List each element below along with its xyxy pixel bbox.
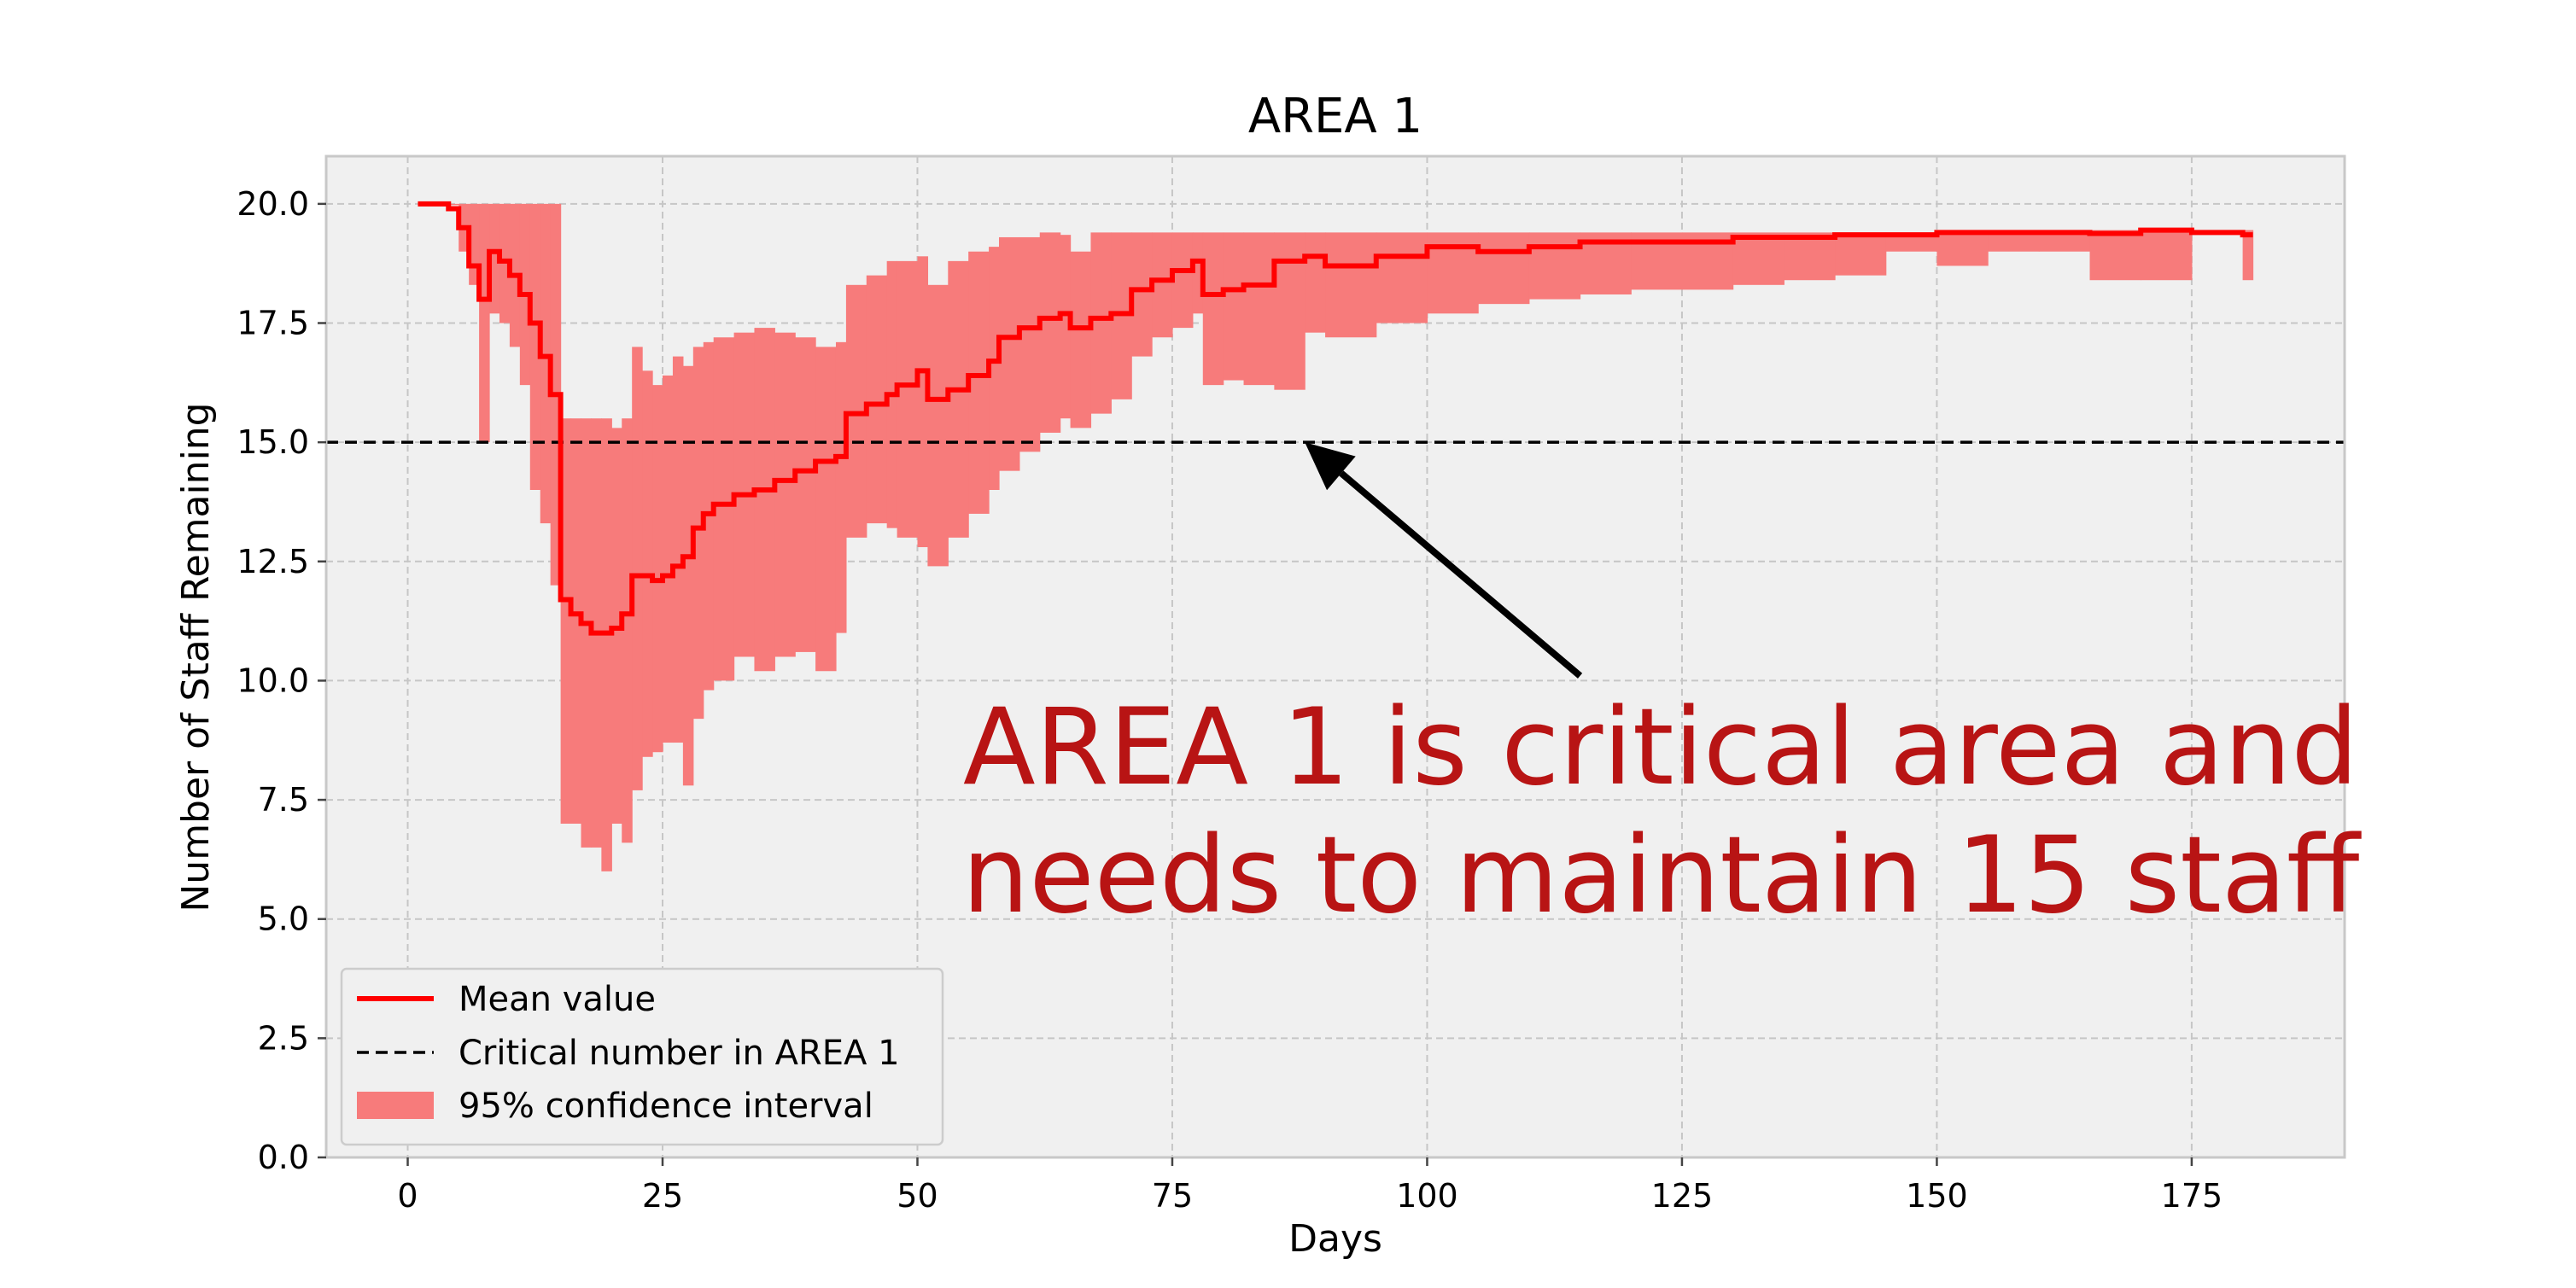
annotation: AREA 1 is critical area and needs to mai… <box>962 442 2362 937</box>
ci-bar <box>663 375 674 743</box>
chart-title: AREA 1 <box>1248 89 1422 144</box>
ci-bar <box>1243 232 1275 386</box>
y-tick-label: 0.0 <box>258 1139 309 1176</box>
ci-bar <box>774 332 796 657</box>
ci-bar <box>917 256 929 548</box>
ci-bar <box>815 347 837 672</box>
ci-bar <box>968 251 990 514</box>
annotation-line-1: AREA 1 is critical area and <box>963 686 2358 809</box>
annotation-arrow-head <box>1305 442 1356 491</box>
ci-bar <box>1202 232 1224 386</box>
ci-bar <box>622 418 633 843</box>
legend-ci-label: 95% confidence interval <box>459 1087 873 1126</box>
ci-bar <box>1478 232 1530 305</box>
legend-critical-label: Critical number in AREA 1 <box>459 1034 900 1073</box>
ci-bar <box>1988 232 2040 252</box>
ci-bar <box>489 203 500 314</box>
y-tick-label: 7.5 <box>258 781 309 819</box>
ci-bar <box>795 337 816 652</box>
ci-bar <box>1274 232 1306 390</box>
ci-bar <box>682 365 694 786</box>
legend: Mean value Critical number in AREA 1 95%… <box>340 967 944 1146</box>
ci-bar <box>2242 230 2254 281</box>
ci-bar <box>1060 235 1072 419</box>
ci-bar <box>2141 230 2193 281</box>
y-axis-label: Number of Staff Remaining <box>174 402 218 912</box>
legend-mean-label: Mean value <box>459 980 656 1019</box>
x-tick-label: 50 <box>897 1177 938 1215</box>
ci-bar <box>948 260 969 538</box>
ci-bar <box>632 347 643 790</box>
ci-bar <box>1019 236 1041 452</box>
annotation-line-2: needs to maintain 15 staff <box>962 814 2362 937</box>
ci-bar <box>581 418 593 848</box>
y-tick-label: 15.0 <box>237 423 309 461</box>
ci-bar <box>1835 232 1887 276</box>
y-tick-label: 12.5 <box>237 543 309 580</box>
ci-bar <box>1070 251 1092 428</box>
ci-bar <box>692 347 704 720</box>
x-tick-label: 175 <box>2161 1177 2223 1215</box>
x-axis-label: Days <box>1288 1217 1382 1261</box>
y-tick-label: 17.5 <box>237 305 309 342</box>
ci-bar <box>479 203 490 443</box>
ci-bar <box>601 418 612 871</box>
x-tick-label: 75 <box>1152 1177 1193 1215</box>
x-axis-ticks: 0 25 50 75 100 125 150 175 <box>397 1157 2223 1215</box>
ci-bar <box>989 247 1000 490</box>
ci-bar <box>1732 232 1785 285</box>
ci-bar <box>1784 232 1836 281</box>
ci-bar <box>835 341 847 633</box>
ci-bar <box>1376 232 1428 323</box>
y-tick-label: 2.5 <box>258 1019 309 1057</box>
ci-bar <box>1152 232 1173 338</box>
ci-bar <box>1528 232 1581 300</box>
mean-line <box>418 201 2253 636</box>
ci-bar <box>1325 232 1377 338</box>
ci-bar <box>1936 232 1989 266</box>
ci-bar <box>1090 232 1112 414</box>
x-tick-label: 0 <box>397 1177 418 1215</box>
legend-box <box>340 967 944 1146</box>
ci-bar <box>1131 232 1153 357</box>
x-tick-label: 25 <box>642 1177 683 1215</box>
y-axis-ticks: 0.0 2.5 5.0 7.5 10.0 12.5 15.0 17.5 20.0 <box>237 185 326 1176</box>
ci-bar <box>754 328 775 672</box>
ci-bar <box>448 203 459 206</box>
ci-bar <box>927 284 949 567</box>
ci-bar <box>866 275 888 524</box>
legend-ci-swatch <box>357 1092 434 1119</box>
x-tick-label: 100 <box>1396 1177 1458 1215</box>
ci-bar <box>1223 232 1245 381</box>
ci-bar <box>1039 232 1061 433</box>
x-tick-label: 125 <box>1651 1177 1714 1215</box>
ci-bar <box>713 337 735 681</box>
ci-bar <box>642 370 653 757</box>
y-tick-label: 10.0 <box>237 661 309 699</box>
x-tick-label: 150 <box>1906 1177 1968 1215</box>
ci-bar <box>570 418 582 824</box>
ci-bar <box>999 236 1020 471</box>
plot-frame <box>324 154 2346 1159</box>
ci-bar <box>1171 232 1194 329</box>
ci-bar <box>652 385 663 753</box>
y-tick-label: 5.0 <box>258 900 309 938</box>
ci-bar <box>1305 232 1326 333</box>
ci-bar <box>672 356 684 743</box>
ci-bar <box>529 203 541 490</box>
ci-bar <box>897 260 919 538</box>
ci-bar <box>2089 230 2141 281</box>
y-tick-label: 20.0 <box>237 185 309 223</box>
annotation-arrow <box>1339 470 1583 679</box>
ci-bar <box>560 418 572 824</box>
